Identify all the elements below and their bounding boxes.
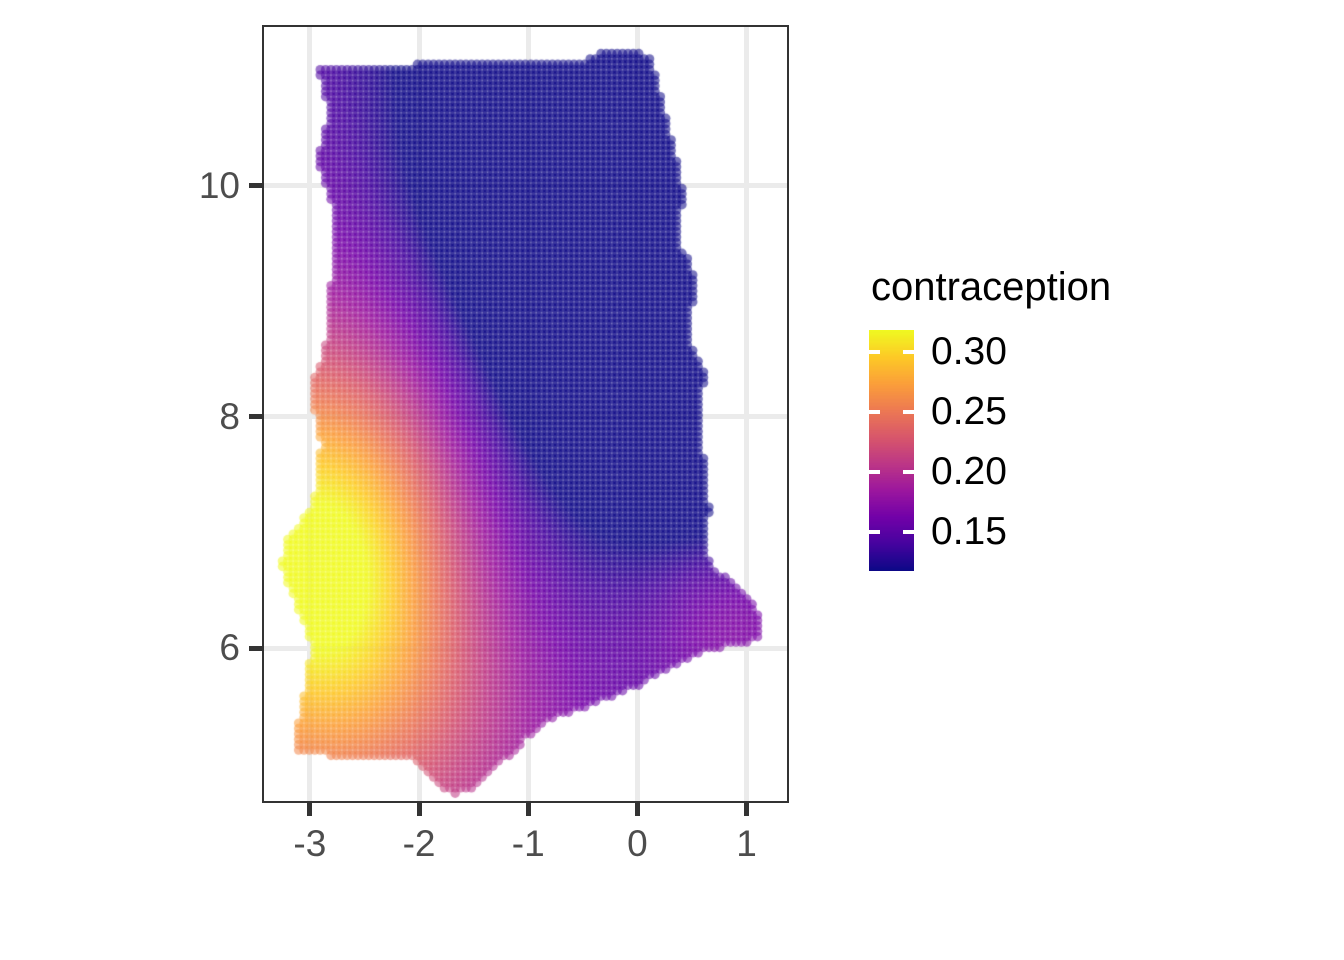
- plot-panel-clip: [264, 27, 787, 801]
- legend-key-label-0: 0.30: [931, 329, 1007, 373]
- y-tick-mark-1: [249, 414, 262, 420]
- y-tick-label-1: 8: [219, 395, 240, 437]
- legend-title: contraception: [871, 265, 1112, 309]
- y-tick-label-2: 6: [219, 627, 240, 669]
- legend-colorbar-gradient: [869, 330, 914, 571]
- x-tick-mark-2: [525, 803, 531, 816]
- legend-key-label-2: 0.20: [931, 450, 1007, 494]
- legend-tick-left-0: [869, 349, 880, 354]
- x-tick-mark-0: [307, 803, 313, 816]
- x-tick-label-3: 0: [627, 823, 648, 864]
- x-tick-mark-1: [416, 803, 422, 816]
- x-tick-label-1: -2: [402, 823, 436, 864]
- legend-key-label-3: 0.15: [931, 510, 1007, 554]
- legend-tick-left-3: [869, 530, 880, 535]
- y-tick-mark-2: [249, 645, 262, 651]
- x-tick-label-4: 1: [736, 823, 757, 864]
- x-tick-label-2: -1: [511, 823, 545, 864]
- legend-tick-left-2: [869, 470, 880, 475]
- legend-tick-right-3: [903, 530, 914, 535]
- legend-tick-left-1: [869, 409, 880, 414]
- plot-panel: [262, 25, 789, 803]
- legend-tick-right-1: [903, 409, 914, 414]
- x-tick-mark-4: [744, 803, 750, 816]
- y-tick-label-0: 10: [198, 164, 240, 206]
- y-tick-mark-0: [249, 183, 262, 188]
- legend-key-label-1: 0.25: [931, 389, 1007, 433]
- scatter-points-layer: [264, 27, 787, 801]
- legend-colorbar: [869, 330, 914, 571]
- legend-tick-right-0: [903, 349, 914, 354]
- legend-tick-right-2: [903, 470, 914, 475]
- x-tick-label-0: -3: [293, 823, 327, 864]
- x-tick-mark-3: [634, 803, 640, 816]
